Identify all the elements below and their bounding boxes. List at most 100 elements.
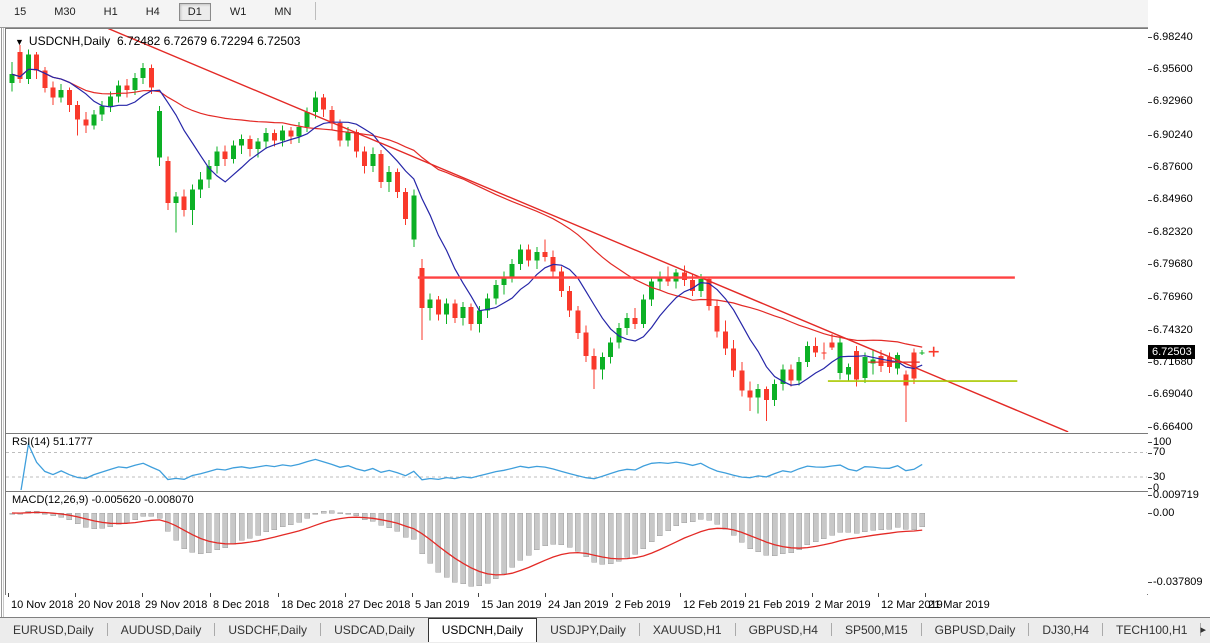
price-axis-label-tick <box>1148 362 1152 363</box>
price-axis-label: 6.84960 <box>1153 193 1193 205</box>
chart-tab-usdcad[interactable]: USDCAD,Daily <box>334 623 415 637</box>
macd-axis-label-tick <box>1148 495 1152 496</box>
timeframe-button-d1[interactable]: D1 <box>178 3 211 21</box>
tab-separator <box>1200 623 1202 637</box>
price-axis-label-tick <box>1148 330 1152 331</box>
rsi-value: 51.1777 <box>52 436 93 448</box>
price-axis-label: 6.90240 <box>1153 129 1193 141</box>
price-axis[interactable]: 6.98240 6.95600 6.92960 6.90240 6.87600 6.849… <box>1148 0 1210 617</box>
rsi-axis-label-tick <box>1148 453 1152 454</box>
date-label: 15 Jan 2019 <box>481 599 542 611</box>
window-frame-line <box>3 28 4 617</box>
date-tick <box>745 593 746 597</box>
date-tick <box>878 593 879 597</box>
timeframe-button-m30[interactable]: M30 <box>54 6 76 18</box>
timeframe-button-15[interactable]: 15 <box>14 6 27 18</box>
macd-values: -0.005620 -0.008070 <box>91 494 194 506</box>
price-axis-label-tick <box>1148 102 1152 103</box>
rsi-label: RSI(14) 51.1777 <box>12 436 93 448</box>
candlestick-chart[interactable] <box>6 29 1147 432</box>
chart-tab-gbpusd[interactable]: GBPUSD,H4 <box>748 623 818 637</box>
tab-separator <box>734 623 736 637</box>
macd-axis-label: 0.009719 <box>1153 489 1199 501</box>
price-axis-label: 6.66400 <box>1153 421 1193 433</box>
date-label: 27 Dec 2018 <box>348 599 411 611</box>
timeframe-button-w1[interactable]: W1 <box>229 6 247 18</box>
rsi-axis-label-tick <box>1148 442 1152 443</box>
date-label: 20 Nov 2018 <box>78 599 141 611</box>
rsi-axis-label: 100 <box>1153 436 1172 448</box>
date-label: 5 Jan 2019 <box>415 599 470 611</box>
macd-plot <box>9 510 925 587</box>
macd-axis-label: -0.037809 <box>1153 576 1203 588</box>
chart-tab-usdchf[interactable]: USDCHF,Daily <box>228 623 308 637</box>
chart-tab-usdjpy[interactable]: USDJPY,Daily <box>550 623 626 637</box>
macd-label: MACD(12,26,9) -0.005620 -0.008070 <box>12 494 194 506</box>
chart-tab-audusd[interactable]: AUDUSD,Daily <box>120 623 202 637</box>
price-axis-label: 6.82320 <box>1153 226 1193 238</box>
chart-tab-xauusd[interactable]: XAUUSD,H1 <box>652 623 722 637</box>
timeframe-button-h1[interactable]: H1 <box>103 6 118 18</box>
macd-axis-label-tick <box>1148 513 1152 514</box>
timeframe-button-h4[interactable]: H4 <box>145 6 160 18</box>
chart-menu-arrow-icon[interactable]: ▼ <box>15 37 24 47</box>
ma-slow-line <box>11 68 923 348</box>
chart-tab-dj30[interactable]: DJ30,H4 <box>1042 623 1090 637</box>
date-tick <box>478 593 479 597</box>
macd-pane[interactable]: MACD(12,26,9) -0.005620 -0.008070 <box>5 491 1150 595</box>
chart-tab-usdcnh[interactable]: USDCNH,Daily <box>427 618 538 642</box>
chart-tab-gbpusd[interactable]: GBPUSD,Daily <box>934 623 1016 637</box>
timeframe-button-mn[interactable]: MN <box>274 6 292 18</box>
tab-separator <box>638 623 640 637</box>
rsi-axis-label-tick <box>1148 477 1152 478</box>
price-axis-label: 6.71680 <box>1153 356 1193 368</box>
price-axis-label: 6.76960 <box>1153 291 1193 303</box>
rsi-pane[interactable]: RSI(14) 51.1777 <box>5 433 1150 493</box>
window-frame-line <box>1 28 2 617</box>
price-axis-label: 6.69040 <box>1153 388 1193 400</box>
date-label: 29 Nov 2018 <box>145 599 208 611</box>
date-axis[interactable]: 10 Nov 2018 20 Nov 2018 29 Nov 2018 8 Dec 2… <box>6 593 1147 617</box>
price-axis-label: 6.95600 <box>1153 63 1193 75</box>
descending-trendline[interactable] <box>107 29 1069 432</box>
chart-tab-sp500[interactable]: SP500,M15 <box>844 623 908 637</box>
date-tick <box>8 593 9 597</box>
tab-separator <box>214 623 216 637</box>
price-axis-label-tick <box>1148 395 1152 396</box>
price-axis-label: 6.87600 <box>1153 161 1193 173</box>
price-axis-label: 6.92960 <box>1153 95 1193 107</box>
date-label: 10 Nov 2018 <box>11 599 74 611</box>
candles-series <box>9 44 925 423</box>
date-label: 24 Jan 2019 <box>548 599 609 611</box>
date-tick <box>925 593 926 597</box>
chart-tab-eurusd[interactable]: EURUSD,Daily <box>13 623 94 637</box>
price-axis-label: 6.98240 <box>1153 31 1193 43</box>
macd-histogram <box>9 510 925 587</box>
tab-separator <box>1028 623 1030 637</box>
price-axis-label-tick <box>1148 167 1152 168</box>
date-label: 12 Feb 2019 <box>683 599 745 611</box>
date-label: 12 Mar 2019 <box>881 599 943 611</box>
date-tick <box>142 593 143 597</box>
rsi-axis-label: 0 <box>1153 482 1160 494</box>
date-tick <box>75 593 76 597</box>
chart-tab-tech100[interactable]: TECH100,H1 <box>1116 623 1188 637</box>
chart-ohlc-values: 6.72482 6.72679 6.72294 6.72503 <box>116 34 301 48</box>
date-tick <box>345 593 346 597</box>
tab-separator <box>106 623 108 637</box>
price-axis-label-tick <box>1148 298 1152 299</box>
price-axis-label-tick <box>1148 200 1152 201</box>
chart-tab-bar: EURUSD,Daily AUDUSD,Daily USDCHF,Daily USDC… <box>0 617 1210 643</box>
date-label: 2 Mar 2019 <box>815 599 871 611</box>
price-axis-label-tick <box>1148 69 1152 70</box>
main-chart-pane[interactable]: ▼ USDCNH,Daily 6.72482 6.72679 6.72294 6.… <box>5 28 1150 435</box>
date-tick <box>680 593 681 597</box>
ma-fast-line <box>11 68 923 386</box>
rsi-axis-label: 70 <box>1153 446 1166 458</box>
tab-scroll-right-icon[interactable]: ▸ <box>1200 624 1206 636</box>
tab-separator <box>1102 623 1104 637</box>
price-axis-label-tick <box>1148 232 1152 233</box>
timeframe-toolbar: 15 M30 H1 H4 D1 W1 MN <box>0 0 1210 28</box>
date-label: 21 Mar 2019 <box>928 599 990 611</box>
